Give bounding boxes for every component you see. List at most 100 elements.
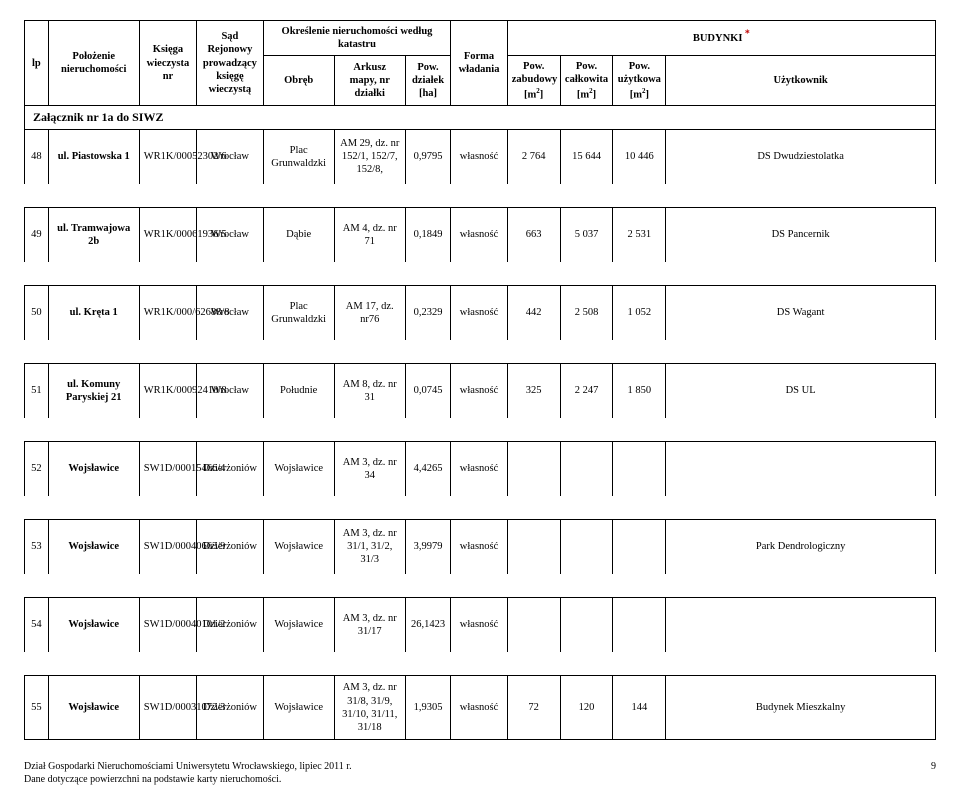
- spacer-row: [25, 194, 936, 208]
- cell-pz: [507, 442, 560, 506]
- table-row: 52WojsławiceSW1D/00015466/4DzierżoniówWo…: [25, 442, 936, 506]
- cell-pz: 72: [507, 676, 560, 740]
- th-pow-zabudowy: Pow. zabudowy[m2]: [507, 56, 560, 106]
- cell-pz: 442: [507, 286, 560, 350]
- cell-pu: 10 446: [613, 130, 666, 194]
- pz-unit: [m: [524, 89, 536, 100]
- cell-obr: Wojsławice: [263, 520, 334, 584]
- cell-pu: 1 052: [613, 286, 666, 350]
- table-row: 48ul. Piastowska 1WR1K/00052302/6Wrocław…: [25, 130, 936, 194]
- th-lp: lp: [25, 21, 49, 106]
- cell-kw: WR1K/000/62688/8: [139, 286, 196, 350]
- table-header: lp Położenie nieruchomości Księga wieczy…: [25, 21, 936, 130]
- cell-ark: AM 17, dz. nr76: [334, 286, 405, 350]
- th-polozenie: Położenie nieruchomości: [48, 21, 139, 106]
- th-sad: Sąd Rejonowy prowadzący księgę wieczystą: [197, 21, 264, 106]
- footer-line2: Dane dotyczące powierzchni na podstawie …: [24, 773, 352, 786]
- pu-label: Pow. użytkowa: [618, 61, 661, 85]
- footer: Dział Gospodarki Nieruchomościami Uniwer…: [24, 760, 936, 786]
- cell-for: własność: [451, 676, 507, 740]
- cell-pc: 15 644: [560, 130, 613, 194]
- cell-pc: 2 508: [560, 286, 613, 350]
- cell-uz: DS Dwudziestolatka: [666, 130, 936, 194]
- spacer-row: [25, 428, 936, 442]
- table-row: 49ul. Tramwajowa 2bWR1K/00061936/5Wrocła…: [25, 208, 936, 272]
- cell-pol: Wojsławice: [48, 598, 139, 662]
- cell-obr: Dąbie: [263, 208, 334, 272]
- cell-kw: SW1D/00031072/3: [139, 676, 196, 740]
- cell-powd: 1,9305: [405, 676, 451, 740]
- cell-obr: Południe: [263, 364, 334, 428]
- th-ksiega: Księga wieczysta nr: [139, 21, 196, 106]
- table-row: 51ul. Komuny Paryskiej 21WR1K/00092410/8…: [25, 364, 936, 428]
- cell-ark: AM 8, dz. nr 31: [334, 364, 405, 428]
- spacer-row: [25, 506, 936, 520]
- cell-ark: AM 3, dz. nr 31/1, 31/2, 31/3: [334, 520, 405, 584]
- cell-pz: [507, 520, 560, 584]
- table-row: 55WojsławiceSW1D/00031072/3DzierżoniówWo…: [25, 676, 936, 740]
- th-arkusz: Arkusz mapy, nr działki: [334, 56, 405, 106]
- cell-pol: Wojsławice: [48, 520, 139, 584]
- cell-for: własność: [451, 286, 507, 350]
- cell-lp: 48: [25, 130, 49, 194]
- cell-lp: 52: [25, 442, 49, 506]
- cell-pol: Wojsławice: [48, 676, 139, 740]
- cell-pc: 120: [560, 676, 613, 740]
- cell-powd: 4,4265: [405, 442, 451, 506]
- cell-pc: [560, 598, 613, 662]
- cell-ark: AM 29, dz. nr 152/1, 152/7, 152/8,: [334, 130, 405, 194]
- cell-uz: [666, 442, 936, 506]
- table-body: 48ul. Piastowska 1WR1K/00052302/6Wrocław…: [25, 130, 936, 740]
- cell-powd: 0,0745: [405, 364, 451, 428]
- cell-uz: DS UL: [666, 364, 936, 428]
- cell-pu: 1 850: [613, 364, 666, 428]
- footer-text: Dział Gospodarki Nieruchomościami Uniwer…: [24, 760, 352, 786]
- cell-kw: SW1D/00015466/4: [139, 442, 196, 506]
- cell-pu: 2 531: [613, 208, 666, 272]
- property-table: lp Położenie nieruchomości Księga wieczy…: [24, 20, 936, 740]
- cell-pz: 663: [507, 208, 560, 272]
- th-pow-calkowita: Pow. całkowita[m2]: [560, 56, 613, 106]
- footer-line1: Dział Gospodarki Nieruchomościami Uniwer…: [24, 760, 352, 773]
- cell-uz: [666, 598, 936, 662]
- cell-pol: ul. Tramwajowa 2b: [48, 208, 139, 272]
- table-row: 50ul. Kręta 1WR1K/000/62688/8WrocławPlac…: [25, 286, 936, 350]
- cell-pu: 144: [613, 676, 666, 740]
- cell-lp: 53: [25, 520, 49, 584]
- th-budynki: BUDYNKI *: [507, 21, 935, 56]
- cell-obr: Wojsławice: [263, 676, 334, 740]
- cell-for: własność: [451, 598, 507, 662]
- cell-pol: ul. Komuny Paryskiej 21: [48, 364, 139, 428]
- cell-lp: 51: [25, 364, 49, 428]
- th-obreb: Obręb: [263, 56, 334, 106]
- th-forma: Forma władania: [451, 21, 507, 106]
- cell-kw: SW1D/00040663/9: [139, 520, 196, 584]
- cell-pc: 5 037: [560, 208, 613, 272]
- attachment-label: Załącznik nr 1a do SIWZ: [25, 106, 936, 130]
- cell-pz: 2 764: [507, 130, 560, 194]
- cell-lp: 49: [25, 208, 49, 272]
- table-row: 54WojsławiceSW1D/00040101/2DzierżoniówWo…: [25, 598, 936, 662]
- cell-for: własność: [451, 520, 507, 584]
- cell-ark: AM 4, dz. nr 71: [334, 208, 405, 272]
- table-row: 53WojsławiceSW1D/00040663/9DzierżoniówWo…: [25, 520, 936, 584]
- cell-sad: Dzierżoniów: [197, 442, 264, 506]
- cell-pc: [560, 520, 613, 584]
- spacer-row: [25, 272, 936, 286]
- pz-label: Pow. zabudowy: [512, 61, 558, 85]
- page-number: 9: [931, 760, 936, 786]
- spacer-row: [25, 350, 936, 364]
- cell-powd: 3,9979: [405, 520, 451, 584]
- cell-kw: WR1K/00061936/5: [139, 208, 196, 272]
- cell-for: własność: [451, 208, 507, 272]
- budynki-label: BUDYNKI: [693, 33, 743, 44]
- spacer-row: [25, 584, 936, 598]
- cell-pu: [613, 598, 666, 662]
- cell-kw: WR1K/00092410/8: [139, 364, 196, 428]
- pc-unit: [m: [577, 89, 589, 100]
- cell-uz: DS Pancernik: [666, 208, 936, 272]
- cell-pol: ul. Kręta 1: [48, 286, 139, 350]
- cell-kw: SW1D/00040101/2: [139, 598, 196, 662]
- cell-ark: AM 3, dz. nr 31/8, 31/9, 31/10, 31/11, 3…: [334, 676, 405, 740]
- th-okreslenie: Określenie nieruchomości według katastru: [263, 21, 451, 56]
